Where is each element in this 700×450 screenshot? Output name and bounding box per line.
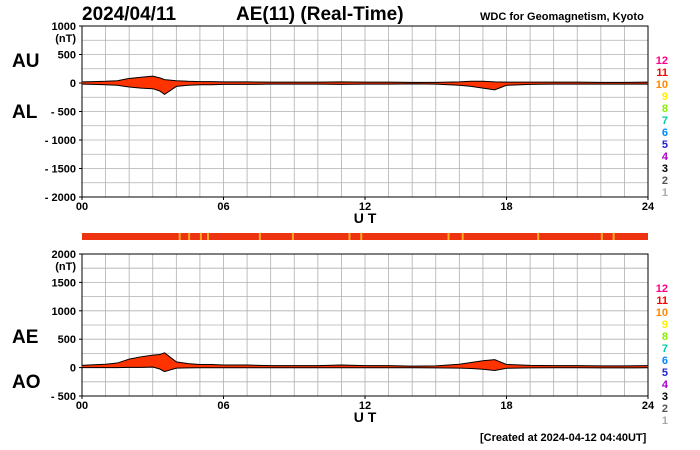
station-count-label: 2	[662, 403, 668, 415]
created-timestamp: [Created at 2024-04-12 04:40UT]	[480, 432, 647, 444]
station-status-mark	[537, 233, 540, 240]
x-axis-label: U T	[354, 210, 377, 226]
station-count-label: 5	[662, 367, 668, 379]
series-line-au	[81, 75, 649, 83]
station-count-label: 1	[662, 187, 668, 199]
x-tick-label: 12	[359, 400, 371, 412]
station-status-mark	[461, 233, 464, 240]
institution-label: WDC for Geomagnetism, Kyoto	[480, 11, 644, 23]
station-count-label: 9	[662, 91, 668, 103]
au-label: AU	[12, 51, 40, 72]
x-tick-label: 00	[76, 400, 88, 412]
station-count-label: 4	[662, 379, 669, 391]
x-tick-label: 06	[217, 201, 229, 213]
station-status-mark	[612, 233, 615, 240]
x-tick-label: 24	[642, 400, 655, 412]
y-tick-label: - 500	[51, 391, 76, 403]
station-count-label: 8	[662, 103, 668, 115]
station-count-label: 5	[662, 139, 668, 151]
station-status-mark	[178, 233, 181, 240]
station-count-label: 9	[662, 319, 668, 331]
chart-date: 2024/04/11	[82, 4, 177, 25]
y-tick-label: - 1500	[45, 164, 76, 176]
station-status-mark	[206, 233, 209, 240]
x-tick-label: 00	[76, 201, 88, 213]
station-status-bar	[82, 233, 648, 240]
station-count-label: 4	[662, 151, 669, 163]
station-status-mark	[199, 233, 202, 240]
y-tick-label: - 500	[51, 107, 76, 119]
station-count-label: 3	[662, 391, 668, 403]
station-count-label: 7	[662, 115, 668, 127]
y-tick-label: 1000	[52, 306, 76, 318]
station-status-mark	[348, 233, 351, 240]
y-tick-label: 1500	[52, 277, 76, 289]
chart-title: AE(11) (Real-Time)	[236, 4, 404, 25]
station-count-label: 11	[656, 295, 668, 307]
series-line-al	[81, 83, 648, 96]
station-count-label: 6	[662, 355, 668, 367]
y-tick-label: 2000	[52, 249, 76, 261]
x-tick-label: 12	[359, 201, 371, 213]
station-count-label: 12	[656, 55, 668, 67]
station-count-label: 10	[656, 79, 668, 91]
station-count-label: 2	[662, 175, 668, 187]
x-tick-label: 18	[500, 400, 512, 412]
y-unit-label: (nT)	[55, 261, 76, 273]
station-count-label: 7	[662, 343, 668, 355]
station-status-mark	[291, 233, 294, 240]
x-tick-label: 18	[500, 201, 512, 213]
station-count-label: 1	[662, 415, 668, 427]
ao-label: AO	[12, 372, 41, 393]
station-status-mark	[258, 233, 261, 240]
ae-label: AE	[12, 327, 39, 348]
y-tick-label: 1000	[52, 21, 76, 33]
station-count-label: 6	[662, 127, 668, 139]
station-status-mark	[447, 233, 450, 240]
station-count-label: 3	[662, 163, 668, 175]
x-tick-label: 06	[217, 400, 229, 412]
series-line-ao	[82, 366, 649, 373]
station-status-mark	[188, 233, 191, 240]
station-status-mark	[600, 233, 603, 240]
x-axis-label: U T	[354, 409, 377, 425]
y-tick-label: - 1000	[45, 135, 76, 147]
series-line-ae	[81, 352, 649, 367]
y-tick-label: 500	[58, 334, 76, 346]
al-label: AL	[12, 102, 38, 123]
y-tick-label: - 2000	[45, 192, 76, 204]
station-count-label: 11	[656, 67, 668, 79]
station-count-label: 12	[656, 283, 668, 295]
x-tick-label: 24	[642, 201, 655, 213]
station-count-label: 10	[656, 307, 668, 319]
y-tick-label: 0	[70, 363, 76, 375]
station-count-label: 8	[662, 331, 668, 343]
station-status-mark	[360, 233, 363, 240]
y-tick-label: 0	[70, 78, 76, 90]
y-unit-label: (nT)	[55, 33, 76, 45]
series-band	[82, 352, 648, 372]
y-tick-label: 500	[58, 50, 76, 62]
